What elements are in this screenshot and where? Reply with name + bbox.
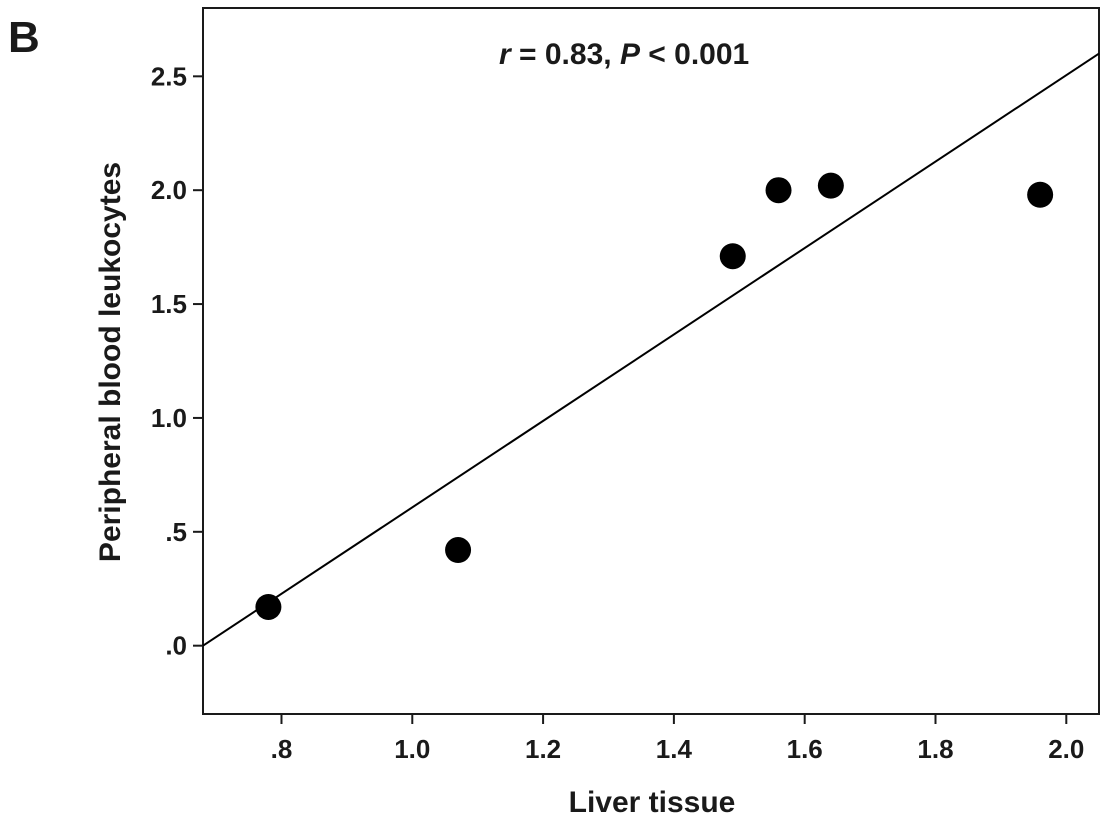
data-point (817, 172, 844, 199)
y-axis: .0 .5 1.0 1.5 2.0 2.5 (151, 61, 203, 661)
data-points (255, 172, 1054, 620)
data-point (445, 537, 472, 564)
p-value-text: < 0.001 (640, 38, 749, 71)
y-tick-label: .0 (165, 631, 187, 661)
x-tick-label: 1.8 (917, 734, 953, 764)
panel-label: B (8, 13, 40, 62)
regression-line (202, 52, 1100, 647)
y-tick-label: 1.0 (151, 403, 187, 433)
r-symbol: r (499, 38, 513, 71)
y-axis-title: Peripheral blood leukocytes (94, 162, 127, 562)
x-tick-label: .8 (271, 734, 293, 764)
x-tick-label: 2.0 (1048, 734, 1084, 764)
y-tick-label: 2.0 (151, 175, 187, 205)
data-point (765, 177, 792, 204)
y-tick-label: .5 (165, 517, 187, 547)
x-tick-label: 1.0 (394, 734, 430, 764)
data-point (1027, 181, 1054, 208)
correlation-annotation: r = 0.83, P < 0.001 (499, 38, 749, 71)
p-symbol: P (620, 38, 641, 71)
x-tick-label: 1.2 (525, 734, 561, 764)
y-tick-label: 1.5 (151, 289, 187, 319)
plot-frame (202, 7, 1100, 715)
data-point (255, 593, 282, 620)
x-axis-title: Liver tissue (569, 786, 736, 819)
x-axis: .8 1.0 1.2 1.4 1.6 1.8 2.0 (271, 714, 1084, 764)
data-point (719, 243, 746, 270)
y-tick-label: 2.5 (151, 61, 187, 91)
x-tick-label: 1.6 (787, 734, 823, 764)
r-value-text: = 0.83, (511, 38, 620, 71)
x-tick-label: 1.4 (656, 734, 693, 764)
